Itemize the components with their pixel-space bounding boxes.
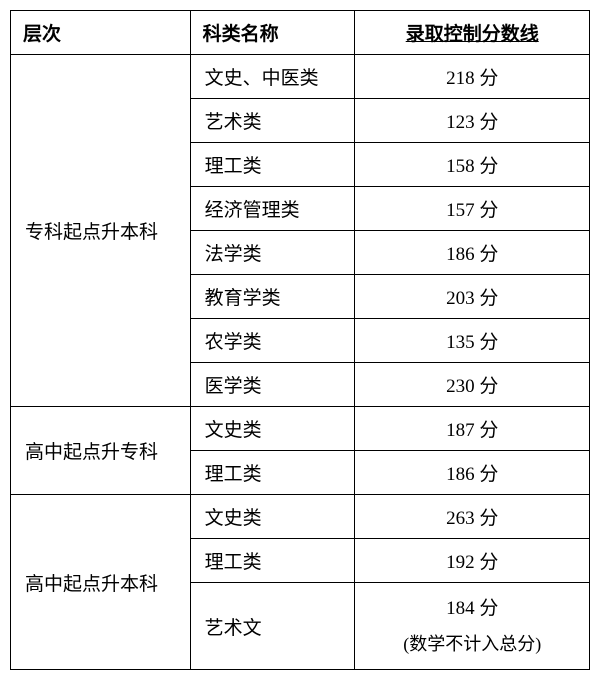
table-row: 高中起点升专科 文史类 187 分 xyxy=(11,407,590,451)
score-cell: 123 分 xyxy=(355,99,590,143)
score-cell: 157 分 xyxy=(355,187,590,231)
score-cell: 187 分 xyxy=(355,407,590,451)
score-cell: 135 分 xyxy=(355,319,590,363)
score-cell: 186 分 xyxy=(355,231,590,275)
table-row: 专科起点升本科 文史、中医类 218 分 xyxy=(11,55,590,99)
category-cell: 教育学类 xyxy=(190,275,355,319)
category-cell: 医学类 xyxy=(190,363,355,407)
score-cell: 186 分 xyxy=(355,451,590,495)
score-cell: 203 分 xyxy=(355,275,590,319)
category-cell: 文史类 xyxy=(190,495,355,539)
score-note: (数学不计入总分) xyxy=(367,627,577,661)
header-score-text: 录取控制分数线 xyxy=(406,24,539,45)
category-cell: 文史类 xyxy=(190,407,355,451)
score-cell: 184 分 (数学不计入总分) xyxy=(355,583,590,670)
category-cell: 艺术文 xyxy=(190,583,355,670)
score-cell: 263 分 xyxy=(355,495,590,539)
category-cell: 经济管理类 xyxy=(190,187,355,231)
category-cell: 理工类 xyxy=(190,539,355,583)
header-score: 录取控制分数线 xyxy=(355,11,590,55)
level-cell: 高中起点升专科 xyxy=(11,407,191,495)
header-level: 层次 xyxy=(11,11,191,55)
category-cell: 艺术类 xyxy=(190,99,355,143)
category-cell: 文史、中医类 xyxy=(190,55,355,99)
category-cell: 法学类 xyxy=(190,231,355,275)
score-cell: 192 分 xyxy=(355,539,590,583)
score-cell: 230 分 xyxy=(355,363,590,407)
score-cell: 218 分 xyxy=(355,55,590,99)
category-cell: 理工类 xyxy=(190,451,355,495)
level-cell: 专科起点升本科 xyxy=(11,55,191,407)
table-body: 专科起点升本科 文史、中医类 218 分 艺术类 123 分 理工类 158 分… xyxy=(11,55,590,670)
score-cell: 158 分 xyxy=(355,143,590,187)
table-header: 层次 科类名称 录取控制分数线 xyxy=(11,11,590,55)
category-cell: 农学类 xyxy=(190,319,355,363)
score-value: 184 分 xyxy=(446,598,498,619)
admission-score-table: 层次 科类名称 录取控制分数线 专科起点升本科 文史、中医类 218 分 艺术类… xyxy=(10,10,590,670)
header-row: 层次 科类名称 录取控制分数线 xyxy=(11,11,590,55)
header-category: 科类名称 xyxy=(190,11,355,55)
table-row: 高中起点升本科 文史类 263 分 xyxy=(11,495,590,539)
category-cell: 理工类 xyxy=(190,143,355,187)
level-cell: 高中起点升本科 xyxy=(11,495,191,670)
